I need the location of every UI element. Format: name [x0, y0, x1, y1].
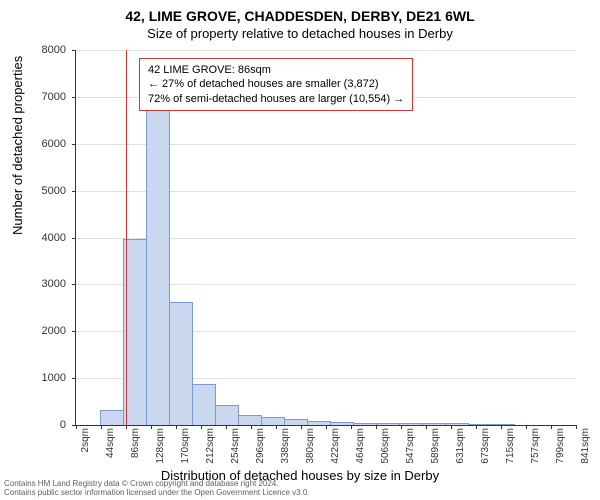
y-axis-label: Number of detached properties [10, 56, 25, 235]
annotation-line: 72% of semi-detached houses are larger (… [148, 92, 404, 106]
xtick-label: 380sqm [305, 428, 316, 464]
annotation-box: 42 LIME GROVE: 86sqm← 27% of detached ho… [139, 58, 413, 111]
xtick-label: 841sqm [580, 428, 591, 464]
xtick-mark [251, 425, 252, 429]
histogram-bar [215, 405, 239, 425]
xtick-mark [426, 425, 427, 429]
xtick-mark [126, 425, 127, 429]
ytick-mark [72, 378, 76, 379]
footer-line1: Contains HM Land Registry data © Crown c… [4, 479, 310, 489]
histogram-bar [399, 423, 423, 425]
page-title: 42, LIME GROVE, CHADDESDEN, DERBY, DE21 … [0, 0, 600, 24]
xtick-label: 547sqm [405, 428, 416, 464]
xtick-mark [276, 425, 277, 429]
xtick-mark [101, 425, 102, 429]
xtick-label: 212sqm [205, 428, 216, 464]
xtick-mark [151, 425, 152, 429]
ytick-label: 0 [26, 419, 66, 431]
xtick-mark [376, 425, 377, 429]
xtick-label: 128sqm [155, 428, 166, 464]
histogram-bar [100, 410, 124, 425]
ytick-mark [72, 331, 76, 332]
xtick-label: 757sqm [530, 428, 541, 464]
xtick-mark [176, 425, 177, 429]
xtick-label: 631sqm [455, 428, 466, 464]
ytick-label: 6000 [26, 138, 66, 150]
histogram-bar [353, 423, 377, 425]
histogram-bar [169, 302, 193, 425]
xtick-mark [226, 425, 227, 429]
annotation-line: ← 27% of detached houses are smaller (3,… [148, 77, 404, 91]
footer-line2: Contains public sector information licen… [4, 488, 310, 498]
xtick-label: 799sqm [555, 428, 566, 464]
footer-text: Contains HM Land Registry data © Crown c… [4, 479, 310, 498]
ytick-mark [72, 191, 76, 192]
plot-region: 0100020003000400050006000700080002sqm44s… [75, 50, 576, 426]
xtick-label: 506sqm [380, 428, 391, 464]
annotation-line: 42 LIME GROVE: 86sqm [148, 63, 404, 77]
xtick-mark [301, 425, 302, 429]
xtick-label: 589sqm [430, 428, 441, 464]
ytick-mark [72, 284, 76, 285]
histogram-bar [284, 419, 308, 425]
ytick-label: 5000 [26, 185, 66, 197]
histogram-bar [238, 415, 262, 425]
histogram-bar [192, 384, 216, 425]
xtick-label: 44sqm [105, 428, 116, 458]
xtick-mark [576, 425, 577, 429]
xtick-mark [476, 425, 477, 429]
histogram-bar [376, 423, 400, 425]
xtick-mark [326, 425, 327, 429]
property-marker-line [126, 50, 127, 425]
page-subtitle: Size of property relative to detached ho… [0, 24, 600, 41]
xtick-mark [451, 425, 452, 429]
ytick-label: 1000 [26, 372, 66, 384]
xtick-label: 254sqm [230, 428, 241, 464]
ytick-mark [72, 238, 76, 239]
ytick-mark [72, 144, 76, 145]
chart-area: 0100020003000400050006000700080002sqm44s… [75, 50, 575, 425]
xtick-label: 296sqm [255, 428, 266, 464]
xtick-label: 338sqm [280, 428, 291, 464]
ytick-label: 2000 [26, 325, 66, 337]
histogram-bar [146, 103, 170, 425]
xtick-label: 86sqm [130, 428, 141, 458]
histogram-bar [445, 423, 469, 425]
xtick-mark [201, 425, 202, 429]
xtick-label: 422sqm [330, 428, 341, 464]
xtick-mark [76, 425, 77, 429]
histogram-bar [491, 424, 515, 425]
xtick-mark [526, 425, 527, 429]
histogram-bar [261, 417, 285, 425]
gridline [76, 50, 576, 51]
xtick-label: 673sqm [480, 428, 491, 464]
xtick-mark [551, 425, 552, 429]
histogram-bar [307, 421, 331, 425]
ytick-mark [72, 97, 76, 98]
xtick-mark [401, 425, 402, 429]
ytick-label: 8000 [26, 44, 66, 56]
xtick-label: 2sqm [80, 428, 91, 452]
xtick-label: 715sqm [505, 428, 516, 464]
xtick-label: 170sqm [180, 428, 191, 464]
ytick-mark [72, 50, 76, 51]
ytick-label: 4000 [26, 232, 66, 244]
histogram-bar [468, 424, 492, 425]
ytick-label: 3000 [26, 278, 66, 290]
xtick-mark [351, 425, 352, 429]
ytick-label: 7000 [26, 91, 66, 103]
xtick-mark [501, 425, 502, 429]
xtick-label: 464sqm [355, 428, 366, 464]
